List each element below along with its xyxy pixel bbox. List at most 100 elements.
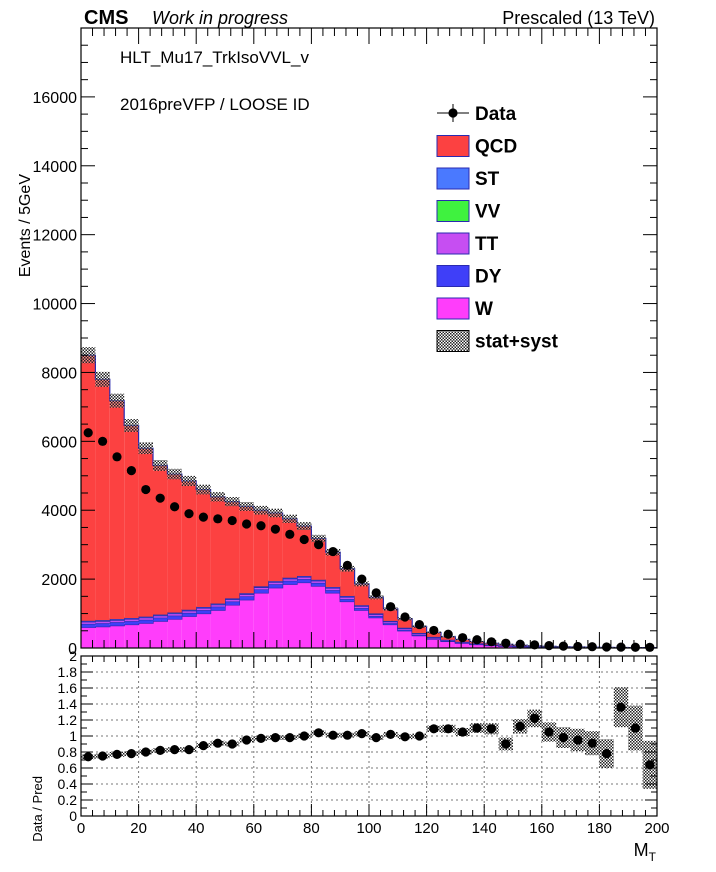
data-points [83,428,655,652]
bar-w-8 [196,613,211,648]
data-point-4 [141,484,151,495]
bar-w-5 [153,621,168,648]
data-point-18 [342,560,352,570]
bar-w-25 [441,641,456,648]
ratio-point-36 [602,749,612,759]
ratio-point-33 [558,733,569,743]
bar-qcd-15 [297,526,312,577]
data-point-32 [544,640,554,651]
bar-qcd-19 [354,583,369,606]
ratio-ytick-label-0.8: 0.8 [58,744,78,760]
data-point-30 [515,639,525,649]
bar-tt-7 [181,610,197,613]
bar-qcd-17 [325,552,341,588]
bar-dy-13 [268,584,283,588]
ratio-point-13 [270,733,280,743]
era-id-annotation: 2016preVFP / LOOSE ID [120,95,310,114]
ratio-panel: 00.20.40.60.811.21.41.61.820 20 40 60 80 100 1… [30,648,670,864]
data-point-2 [112,452,122,462]
band-14 [282,514,297,523]
main-ytick-label-6000: 6000 [41,434,77,451]
bar-tt-1 [95,621,110,624]
bar-qcd-11 [239,506,254,594]
bar-dy-17 [325,590,341,593]
bar-tt-17 [325,588,341,591]
ratio-point-15 [299,731,309,741]
band-19 [354,581,369,587]
bar-qcd-23 [412,626,427,634]
ratio-point-31 [530,713,540,724]
bar-w-7 [181,616,197,648]
ratio-ytick-label-0: 0 [69,808,77,824]
ratio-point-22 [400,732,410,742]
main-ytick-label-10000: 10000 [33,297,78,314]
data-point-17 [328,546,338,557]
legend-swatch-vv [436,200,470,222]
data-point-34 [573,641,583,652]
bar-tt-0 [81,621,96,624]
band-16 [311,534,326,543]
data-point-6 [170,502,180,512]
data-point-3 [126,466,136,476]
bar-tt-22 [397,628,413,630]
bar-w-14 [282,584,297,648]
legend-label-stat-syst: stat+syst [475,332,559,353]
band-0 [81,347,96,364]
bar-w-28 [484,645,499,648]
data-point-38 [630,642,641,652]
bar-dy-6 [167,615,182,620]
bar-qcd-12 [253,510,269,587]
ratio-points [83,702,655,770]
ratio-point-23 [414,731,424,741]
bar-w-1 [95,626,110,648]
data-point-12 [256,521,266,531]
bar-qcd-13 [268,512,283,582]
bar-w-3 [124,624,139,648]
ratio-point-29 [501,739,511,749]
bar-w-22 [397,630,413,648]
ratio-point-11 [242,735,252,745]
data-point-23 [414,619,424,630]
bar-qcd-2 [109,400,125,620]
bar-qcd-10 [225,501,240,599]
bar-dy-8 [196,610,211,614]
bar-w-23 [412,635,427,648]
data-point-39 [645,642,655,652]
band-6 [167,468,182,480]
ratio-point-20 [371,733,381,743]
bar-w-0 [81,627,96,648]
legend-label-dy: DY [475,267,502,288]
bar-dy-2 [109,622,125,626]
bar-w-13 [268,587,283,648]
bar-dy-10 [225,601,240,605]
bar-qcd-0 [81,355,96,621]
bar-tt-5 [153,615,168,618]
main-ytick-label-0: 0 [68,641,77,658]
main-y-axis-label: Events / 5GeV [17,174,34,277]
data-point-9 [213,514,223,524]
ratio-xtick-label-120: 120 [414,820,439,837]
bar-dy-20 [369,615,384,618]
bar-qcd-20 [369,597,384,614]
legend-label-qcd: QCD [475,137,517,158]
bar-w-18 [340,601,355,648]
data-point-27 [472,635,482,645]
data-point-25 [443,629,453,639]
bar-dy-1 [95,623,110,627]
bar-qcd-16 [311,538,326,580]
ratio-point-10 [227,739,237,749]
ratio-point-3 [126,749,136,759]
main-ytick-label-4000: 4000 [41,503,77,520]
main-ytick-label-16000: 16000 [33,90,78,107]
ratio-point-6 [170,745,180,755]
legend-label-vv: VV [475,202,501,223]
ratio-xtick-label-60: 60 [245,820,262,837]
ratio-xtick-label-140: 140 [472,820,497,837]
bar-qcd-8 [196,489,211,608]
ratio-xtick-label-200: 200 [644,820,669,837]
bar-dy-19 [354,608,369,611]
bar-w-26 [455,643,470,648]
bar-dy-3 [124,621,139,625]
bar-qcd-21 [383,608,398,621]
bar-qcd-5 [153,465,168,615]
